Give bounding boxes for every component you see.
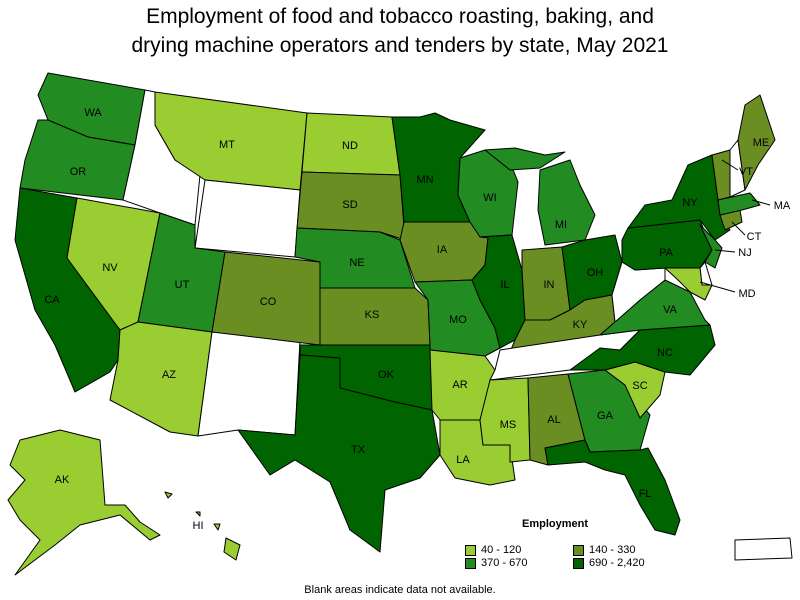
label-md: MD	[738, 288, 755, 300]
label-fl: FL	[639, 488, 652, 500]
label-mn: MN	[416, 174, 433, 186]
label-ok: OK	[378, 369, 395, 381]
legend-items: 40 - 120 140 - 330 370 - 670 690 - 2,420	[465, 544, 685, 569]
label-ma: MA	[774, 200, 791, 212]
label-az: AZ	[162, 369, 176, 381]
label-mt: MT	[219, 139, 235, 151]
label-me: ME	[753, 137, 770, 149]
label-sc: SC	[632, 380, 647, 392]
label-mo: MO	[449, 314, 467, 326]
label-ky: KY	[573, 319, 588, 331]
state-pr[interactable]	[734, 537, 793, 561]
legend-label: 40 - 120	[481, 544, 522, 556]
state-nj[interactable]	[699, 224, 723, 269]
callout-line-ma	[751, 199, 771, 206]
state-il[interactable]	[471, 234, 526, 349]
legend-swatch	[573, 544, 584, 556]
state-ma[interactable]	[717, 192, 761, 216]
label-nv: NV	[102, 262, 118, 274]
legend-item-40-120: 40 - 120	[465, 544, 573, 556]
legend-item-140-330: 140 - 330	[573, 544, 683, 556]
callout-line-vt	[721, 159, 739, 171]
label-oh: OH	[587, 267, 604, 279]
legend-swatch	[465, 557, 476, 569]
label-il: IL	[500, 279, 509, 291]
label-ar: AR	[452, 379, 467, 391]
label-mi: MI	[555, 219, 567, 231]
state-mi[interactable]	[484, 147, 596, 246]
label-ct: CT	[747, 231, 762, 243]
state-me[interactable]	[737, 94, 776, 191]
label-in: IN	[544, 279, 555, 291]
state-nc[interactable]	[569, 324, 716, 376]
callout-line-ct	[731, 221, 746, 236]
label-ca: CA	[44, 294, 60, 306]
state-wy[interactable]	[194, 179, 301, 258]
label-al: AL	[547, 414, 560, 426]
legend-swatch	[573, 557, 584, 569]
map-title-line-1: Employment of food and tobacco roasting,…	[146, 5, 654, 28]
label-nd: ND	[342, 140, 358, 152]
label-pa: PA	[659, 247, 674, 259]
label-sd: SD	[342, 199, 357, 211]
label-ga: GA	[597, 410, 614, 422]
state-tx[interactable]	[237, 354, 441, 553]
label-ia: IA	[437, 244, 448, 256]
map-title-line-2: drying machine operators and tenders by …	[131, 34, 669, 57]
label-tx: TX	[351, 444, 366, 456]
label-ks: KS	[365, 309, 380, 321]
state-sd[interactable]	[296, 171, 406, 241]
legend-label: 690 - 2,420	[589, 557, 645, 569]
state-md[interactable]	[664, 267, 713, 301]
legend-title: Employment	[522, 518, 589, 530]
label-ne: NE	[349, 257, 364, 269]
legend-item-370-670: 370 - 670	[465, 557, 573, 569]
label-ny: NY	[682, 197, 698, 209]
label-hi: HI	[193, 520, 204, 532]
footnote: Blank areas indicate data not available.	[304, 584, 496, 596]
state-fl[interactable]	[544, 439, 681, 536]
legend: Employment 40 - 120 140 - 330 370 - 670 …	[465, 518, 685, 569]
state-ak[interactable]	[7, 429, 161, 576]
label-vt: VT	[739, 166, 753, 178]
map-title: Employment of food and tobacco roasting,…	[0, 2, 800, 60]
label-ak: AK	[55, 474, 70, 486]
legend-item-690-2420: 690 - 2,420	[573, 557, 683, 569]
label-va: VA	[663, 304, 678, 316]
state-hi[interactable]	[164, 491, 241, 561]
legend-swatch	[465, 544, 476, 556]
label-wi: WI	[483, 192, 496, 204]
callout-line-nj	[714, 249, 736, 253]
callout-line-md	[699, 281, 736, 293]
label-wa: WA	[84, 107, 102, 119]
label-nc: NC	[657, 347, 673, 359]
legend-label: 140 - 330	[589, 544, 636, 556]
label-la: LA	[456, 454, 470, 466]
label-ut: UT	[175, 279, 190, 291]
label-ms: MS	[500, 419, 517, 431]
label-or: OR	[70, 166, 87, 178]
state-nm[interactable]	[197, 331, 301, 437]
legend-label: 370 - 670	[481, 557, 528, 569]
label-co: CO	[260, 296, 277, 308]
label-nj: NJ	[738, 247, 751, 259]
